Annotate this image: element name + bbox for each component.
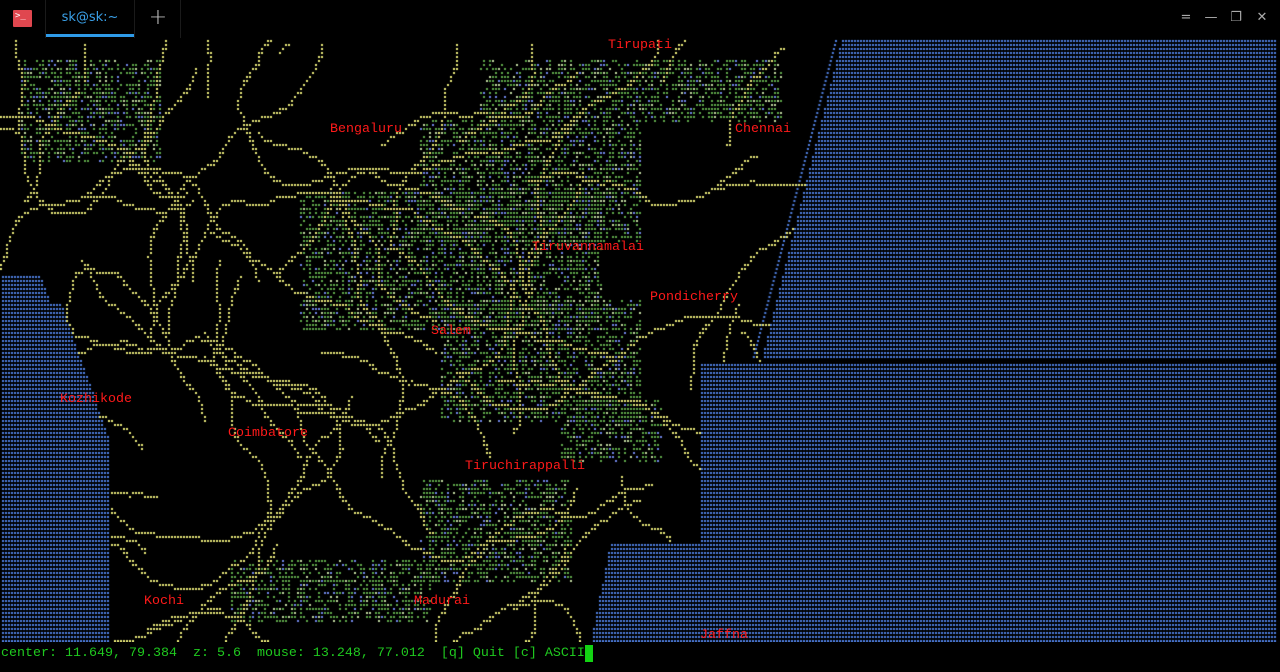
title-bar: >_ sk@sk:~ + = — ❐ ✕ xyxy=(0,0,1280,38)
tab-label: sk@sk:~ xyxy=(61,10,119,25)
tab-terminal[interactable]: sk@sk:~ xyxy=(45,0,135,38)
active-tab-indicator xyxy=(46,34,134,37)
map-label-tiruchirappalli: Tiruchirappalli xyxy=(465,459,585,474)
menu-icon[interactable]: = xyxy=(1180,10,1192,25)
status-bar: center: 11.649, 79.384 z: 5.6 mouse: 13.… xyxy=(1,645,593,662)
map-label-pondicherry: Pondicherry xyxy=(650,290,738,305)
close-icon[interactable]: ✕ xyxy=(1256,10,1268,25)
map-label-chennai: Chennai xyxy=(735,122,791,137)
terminal-cursor xyxy=(584,645,593,662)
map-canvas[interactable] xyxy=(0,38,1280,642)
map-label-tiruvannamalai: Tiruvannamalai xyxy=(532,240,644,255)
plus-icon[interactable]: + xyxy=(136,0,181,38)
map-label-jaffna: Jaffna xyxy=(700,628,748,643)
map-label-tirupati: Tirupati xyxy=(608,38,672,53)
map-label-coimbatore: Coimbatore xyxy=(228,426,308,441)
maximize-icon[interactable]: ❐ xyxy=(1230,10,1242,25)
map-label-kozhikode: Kozhikode xyxy=(60,392,132,407)
map-label-bengaluru: Bengaluru xyxy=(330,122,402,137)
terminal-icon[interactable]: >_ xyxy=(13,10,32,27)
map-label-salem: Salem xyxy=(431,324,471,339)
minimize-icon[interactable]: — xyxy=(1204,10,1218,25)
status-text: center: 11.649, 79.384 z: 5.6 mouse: 13.… xyxy=(1,646,585,661)
map-label-madurai: Madurai xyxy=(414,594,470,609)
map-label-kochi: Kochi xyxy=(144,594,184,609)
